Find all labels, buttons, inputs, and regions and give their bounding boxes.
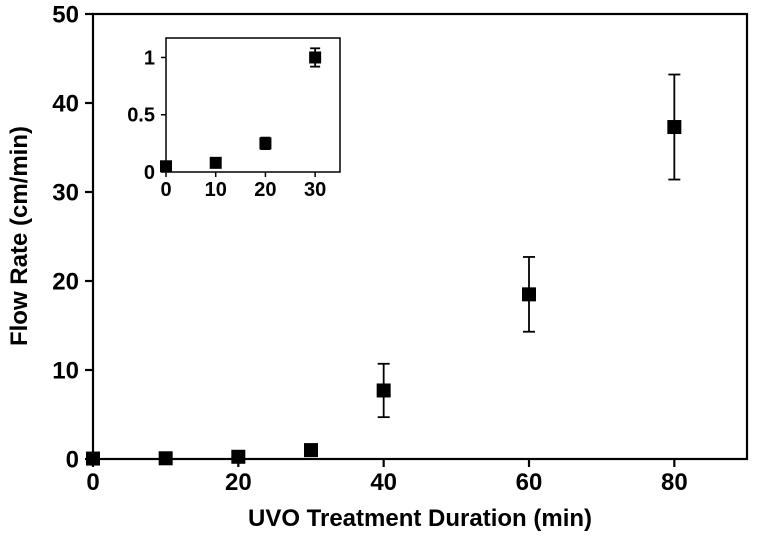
- svg-text:0: 0: [86, 469, 99, 496]
- svg-text:10: 10: [52, 357, 79, 384]
- svg-text:80: 80: [661, 469, 688, 496]
- svg-text:20: 20: [254, 179, 276, 201]
- svg-text:30: 30: [52, 179, 79, 206]
- svg-text:50: 50: [52, 1, 79, 28]
- svg-text:40: 40: [52, 90, 79, 117]
- svg-text:40: 40: [370, 469, 397, 496]
- svg-text:10: 10: [205, 179, 227, 201]
- svg-text:20: 20: [225, 469, 252, 496]
- svg-text:0.5: 0.5: [127, 105, 155, 127]
- svg-text:30: 30: [304, 179, 326, 201]
- svg-text:0: 0: [66, 446, 79, 473]
- svg-text:1: 1: [144, 47, 155, 69]
- svg-text:60: 60: [516, 469, 543, 496]
- svg-text:0: 0: [160, 179, 171, 201]
- y-axis-title: Flow Rate (cm/min): [6, 125, 33, 347]
- x-axis-title: UVO Treatment Duration (min): [247, 505, 593, 532]
- svg-text:20: 20: [52, 268, 79, 295]
- svg-text:0: 0: [144, 162, 155, 184]
